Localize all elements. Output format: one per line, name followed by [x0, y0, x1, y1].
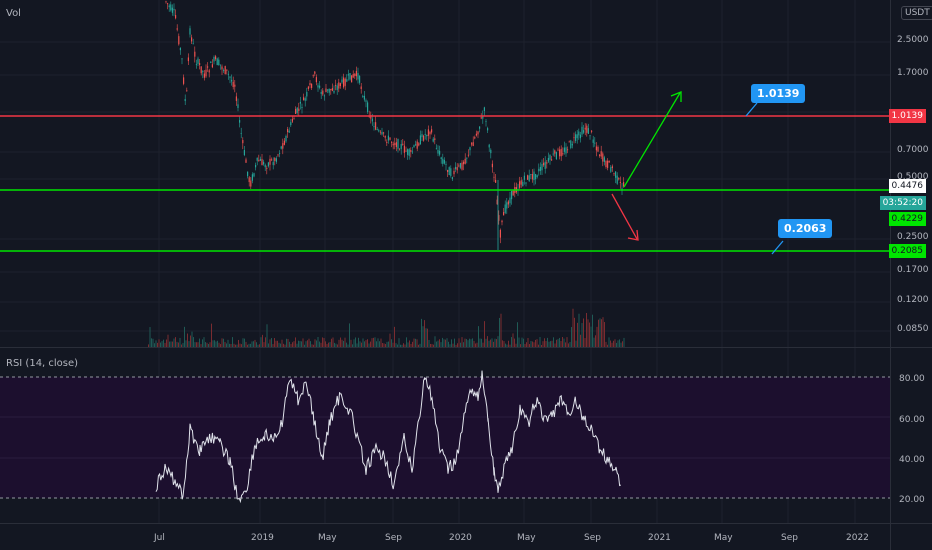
callout-lower[interactable]: 0.2063 [778, 219, 833, 238]
price-axis-label: 0.1700 [897, 265, 929, 275]
time-axis-label: May [714, 533, 733, 543]
time-axis-label: May [517, 533, 536, 543]
time-axis-label: Sep [781, 533, 798, 543]
time-axis-label: May [318, 533, 337, 543]
rsi-axis-label: 40.00 [899, 455, 925, 465]
price-candles [165, 0, 625, 250]
time-axis-label: Jul [153, 533, 165, 543]
rsi-line [155, 370, 621, 504]
price-axis-label: 0.5000 [897, 172, 929, 182]
time-axis-label: 2019 [251, 533, 274, 543]
rsi-axis-label: 20.00 [899, 495, 925, 505]
price-tag-support-2: 0.2085 [888, 244, 926, 258]
callout-upper[interactable]: 1.0139 [751, 84, 806, 103]
callout-lower-pointer [771, 240, 784, 255]
price-axis-label: 0.7000 [897, 145, 929, 155]
volume-label: Vol [6, 8, 21, 19]
callout-upper-pointer [745, 102, 758, 117]
time-axis-label: 2022 [846, 533, 869, 543]
rsi-axis-label: 80.00 [899, 374, 925, 384]
price-tag-last: 0.4476 [888, 179, 926, 193]
price-tag-resistance: 1.0139 [888, 109, 926, 123]
price-tag-countdown: 03:52:20 [879, 196, 926, 210]
rsi-grid [0, 416, 890, 459]
time-axis-label: 2020 [449, 533, 472, 543]
currency-selector[interactable]: USDT [901, 6, 932, 20]
time-axis-label: Sep [385, 533, 402, 543]
price-axis-label: 2.5000 [897, 35, 929, 45]
price-tag-support-1: 0.4229 [888, 212, 926, 226]
price-axis-label: 1.7000 [897, 68, 929, 78]
time-axis-label: Sep [584, 533, 601, 543]
rsi-title[interactable]: RSI (14, close) [6, 358, 79, 369]
price-axis-label: 0.2500 [897, 232, 929, 242]
volume-bars [148, 308, 625, 347]
price-axis-label: 0.0850 [897, 324, 929, 334]
rsi-axis-label: 60.00 [899, 415, 925, 425]
arrow-up-icon [623, 91, 682, 188]
price-axis-label: 0.1200 [897, 295, 929, 305]
rsi-band [0, 377, 890, 498]
time-axis-label: 2021 [648, 533, 671, 543]
arrow-down-icon [611, 193, 639, 241]
